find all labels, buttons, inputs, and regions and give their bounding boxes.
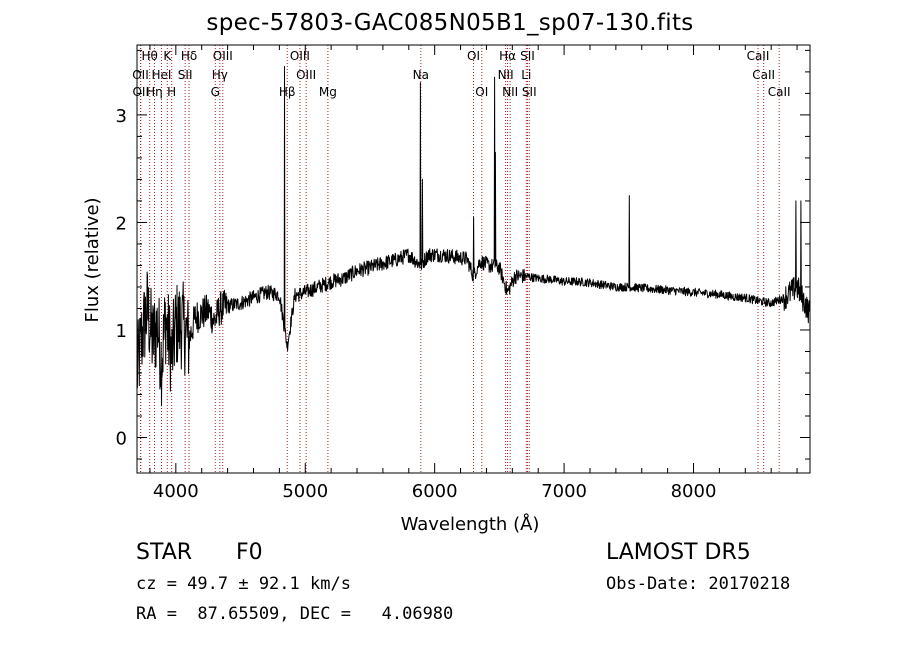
- line-marker-label-26: SII: [522, 85, 537, 99]
- line-marker-label-12: Hγ: [212, 68, 228, 82]
- y-tick-label-3: 3: [116, 106, 127, 127]
- line-marker-label-3: OIII: [213, 49, 233, 63]
- x-tick-label-5000: 5000: [282, 481, 328, 502]
- line-marker-label-13: OIII: [296, 68, 316, 82]
- obs-date: Obs-Date: 20170218: [606, 574, 791, 594]
- x-axis-label: Wavelength (Å): [401, 513, 540, 535]
- x-tick-label-7000: 7000: [541, 481, 587, 502]
- survey-label: LAMOST DR5: [606, 540, 751, 565]
- line-marker-label-17: CaII: [752, 68, 775, 82]
- line-marker-label-27: CaII: [768, 85, 791, 99]
- line-marker-label-6: Hα: [499, 49, 516, 63]
- line-marker-label-7: SII: [520, 49, 535, 63]
- tick-labels: 4000 5000 6000 7000 8000 0 1 2 3: [116, 106, 717, 502]
- line-marker-label-0: Hθ: [141, 49, 157, 63]
- line-marker-label-18: OII: [132, 85, 149, 99]
- line-marker-label-22: Hβ: [279, 85, 296, 99]
- line-marker-labels: Hθ K Hδ OIII OIII OI Hα SII CaII OII HeI SII Hγ OIII N…: [132, 49, 790, 99]
- line-marker-label-23: Mg: [319, 85, 337, 99]
- x-tick-label-8000: 8000: [671, 481, 717, 502]
- line-marker-label-1: K: [163, 49, 172, 63]
- line-marker-label-19: Hη: [146, 85, 163, 99]
- object-subclass: F0: [236, 540, 263, 565]
- line-marker-label-5: OI: [467, 49, 480, 63]
- line-marker-label-8: CaII: [747, 49, 770, 63]
- line-marker-label-24: OI: [475, 85, 488, 99]
- spectrum-series: [136, 66, 811, 407]
- line-marker-label-10: HeI: [151, 68, 171, 82]
- velocity-readout: cz = 49.7 ± 92.1 km/s: [136, 574, 351, 594]
- spectrum-line: [136, 66, 811, 407]
- line-marker-label-16: Li: [521, 68, 531, 82]
- line-marker-label-20: H: [167, 85, 176, 99]
- y-tick-label-1: 1: [116, 321, 127, 342]
- line-marker-label-4: OIII: [290, 49, 310, 63]
- line-marker-label-15: NII: [498, 68, 514, 82]
- x-tick-label-4000: 4000: [153, 481, 199, 502]
- coordinates: RA = 87.65509, DEC = 4.06980: [136, 604, 454, 624]
- axis-ticks: [137, 45, 810, 473]
- line-marker-label-9: OII: [132, 68, 149, 82]
- x-tick-label-6000: 6000: [412, 481, 458, 502]
- line-marker-label-2: Hδ: [181, 49, 197, 63]
- line-marker-label-21: G: [211, 85, 220, 99]
- spectral-line-markers: [139, 45, 780, 473]
- chart-title: spec-57803-GAC085N05B1_sp07-130.fits: [206, 10, 694, 36]
- object-class: STAR: [136, 540, 193, 565]
- y-axis-label: Flux (relative): [82, 197, 103, 322]
- line-marker-label-25: NII: [502, 85, 518, 99]
- y-tick-label-0: 0: [116, 429, 127, 450]
- plot-frame: [136, 44, 811, 474]
- line-marker-label-14: Na: [413, 68, 429, 82]
- y-tick-label-2: 2: [116, 213, 127, 234]
- line-marker-label-11: SII: [178, 68, 193, 82]
